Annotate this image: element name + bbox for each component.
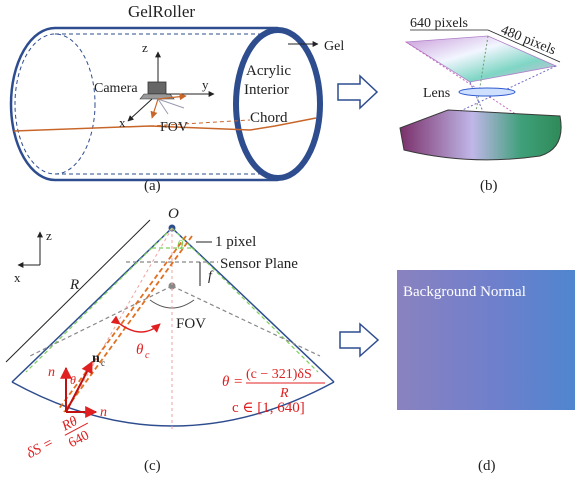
acrylic-ring [233, 27, 323, 181]
axis-z-c-label: z [46, 228, 52, 243]
radius-label: R [69, 277, 79, 293]
panel-b: 640 pixels 480 pixels Lens (b) [399, 16, 562, 194]
cylinder-left-end [9, 26, 56, 182]
n-x-label: n [100, 405, 107, 420]
height-dimension [487, 29, 561, 63]
normal-sub: c [101, 358, 105, 368]
normal-label: n [92, 351, 100, 366]
background-normal-label: Background Normal [403, 284, 526, 300]
formula-den: R [279, 386, 289, 401]
formula-eq: = [234, 374, 242, 390]
panel-c: O z x R Sensor Plane 1 pixel f FOV θ [5, 206, 335, 474]
origin-label: O [168, 206, 179, 222]
pink-ray [65, 227, 173, 413]
camera-label: Camera [94, 81, 138, 96]
fov-label-a: FOV [160, 120, 188, 135]
green-ray-left [25, 227, 173, 373]
fov-ray-4 [157, 93, 187, 101]
acrylic-label-2: Interior [244, 82, 289, 98]
width-label: 640 pixels [410, 16, 468, 31]
axis-x-c-label: x [14, 270, 21, 285]
formula-num: (c − 321)δS [246, 367, 312, 382]
n-z-label: n [48, 365, 55, 380]
theta-c-small: θ [70, 373, 76, 387]
arrow-c-to-d [339, 322, 380, 358]
lens [458, 87, 516, 97]
fov-ray-1 [157, 98, 169, 115]
grey-ray-right [171, 285, 321, 357]
caption-a: (a) [144, 178, 161, 194]
caption-d: (d) [478, 458, 496, 474]
caption-b: (b) [480, 178, 498, 194]
chord-line [13, 117, 317, 132]
radius-dimension [5, 219, 151, 363]
focal-label: f [208, 269, 214, 284]
cylinder-left-inner [14, 33, 96, 175]
axis-z-a-label: z [142, 40, 148, 55]
gel-arc [11, 381, 335, 427]
ds-formula: δS = Rθ 640 [24, 414, 92, 462]
lens-label: Lens [423, 86, 450, 101]
formula-range: c ∈ [1, 640] [232, 400, 305, 416]
normal-vector [65, 360, 93, 413]
theta-c-arc [110, 315, 161, 333]
camera-body [147, 81, 167, 95]
green-ray-right [171, 227, 319, 373]
fov-ray-3 [150, 98, 159, 119]
grey-ray-left [29, 285, 173, 357]
panel-a: GelRoller Gel Acrylic Interior Chord Cam… [9, 2, 344, 194]
chord-label: Chord [250, 110, 288, 126]
cylinder-inner-lines [55, 33, 268, 175]
axis-y-a-label: y [202, 77, 209, 92]
fan-right-edge [171, 227, 335, 383]
one-pixel-label: 1 pixel [215, 234, 256, 250]
ds-lhs: δS = [24, 435, 57, 462]
axis-x-a [127, 98, 153, 122]
arrow-a-to-b [337, 74, 379, 110]
theta-c-label: θ [136, 342, 144, 358]
background-normal-panel: Background Normal [397, 270, 575, 410]
camera-point [168, 282, 176, 290]
orange-ray-2 [57, 235, 187, 411]
axis-x-a-label: x [119, 115, 126, 130]
fov-label-c: FOV [176, 316, 206, 332]
formula-lhs: θ [222, 374, 230, 390]
ds-bar [64, 422, 89, 436]
caption-c: (c) [144, 458, 161, 474]
acrylic-label-1: Acrylic [246, 63, 291, 79]
fov-ray-2 [157, 98, 185, 109]
gel-label: Gel [324, 39, 344, 54]
gelroller-title: GelRoller [128, 2, 195, 21]
cylinder-body [55, 26, 278, 182]
chord-dashed [149, 119, 251, 127]
gel-surface-bottom [399, 109, 562, 161]
theta-c-sub: c [145, 350, 150, 361]
sensor-plane-label: Sensor Plane [220, 256, 298, 272]
